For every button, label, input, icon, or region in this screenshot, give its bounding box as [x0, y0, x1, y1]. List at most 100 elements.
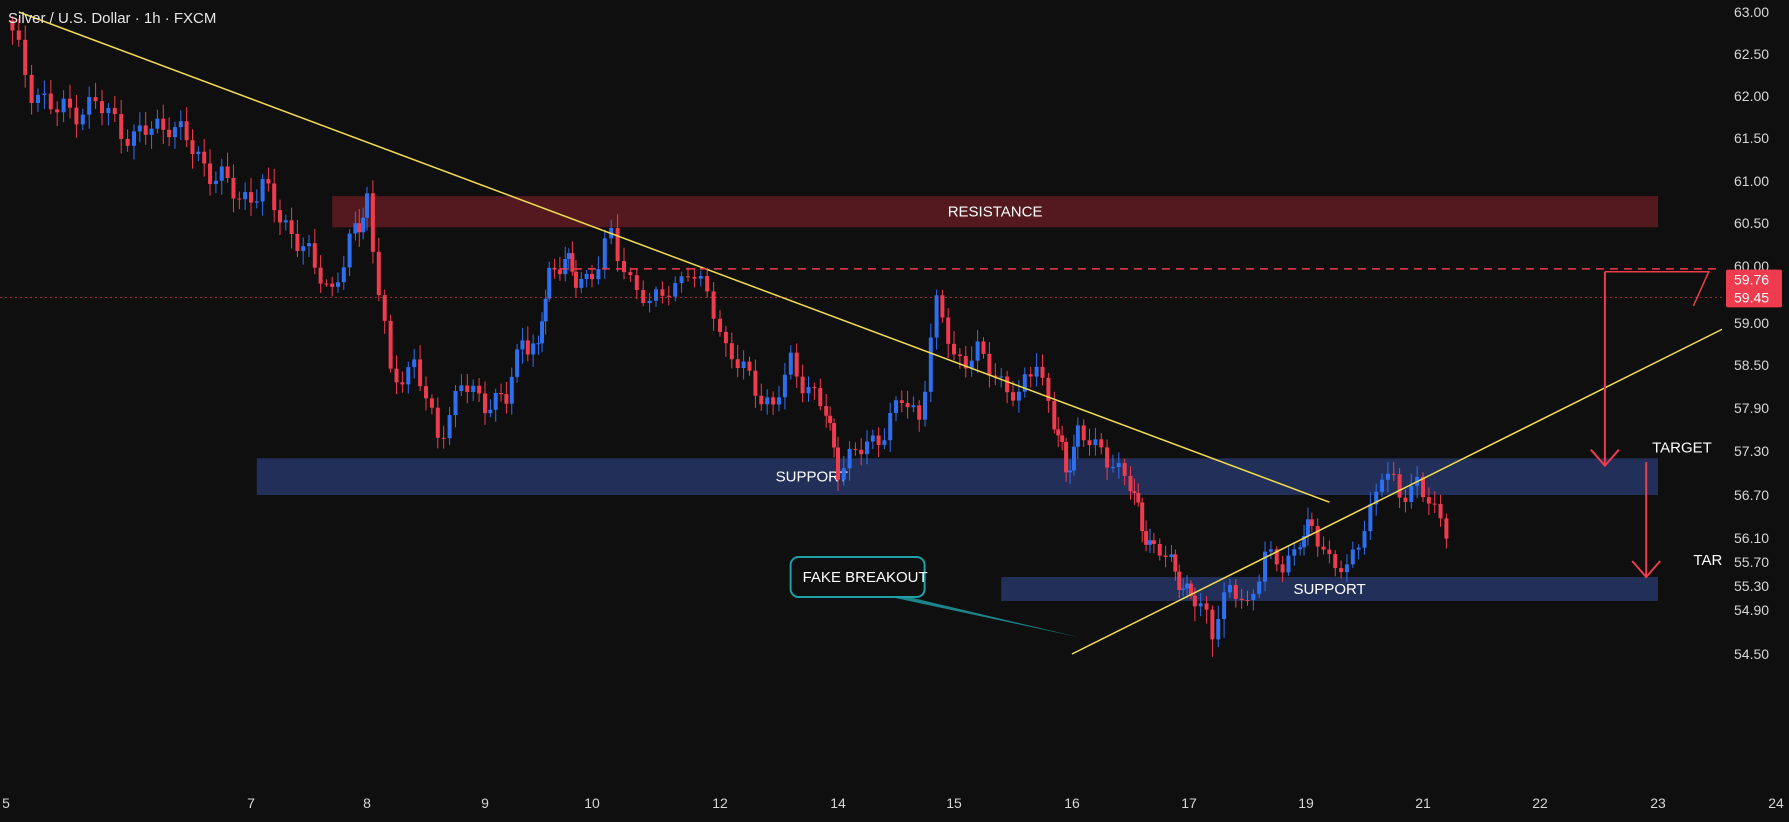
candle-body [1116, 463, 1121, 468]
candle-body [100, 101, 104, 114]
candle-body [48, 93, 53, 110]
candle-body [1163, 555, 1168, 558]
candle-body [543, 298, 548, 322]
candle-body [771, 397, 776, 405]
x-tick-label: 19 [1298, 795, 1314, 811]
candle-body [1144, 531, 1149, 545]
candle-body [370, 193, 375, 252]
candle-body [178, 121, 183, 128]
candle-body [777, 397, 781, 405]
candle-body [641, 289, 646, 304]
candle-body [36, 94, 40, 104]
candle-body [412, 359, 417, 368]
candle-body [782, 374, 787, 398]
y-tick-label: 56.10 [1734, 530, 1769, 546]
candle-body [1391, 473, 1396, 475]
candle-body [692, 277, 697, 279]
candle-body [225, 166, 230, 178]
candle-body [1028, 374, 1033, 377]
candle-body [1280, 564, 1285, 573]
candle-body [557, 269, 562, 275]
candle-body [1071, 446, 1076, 471]
candle-body [106, 107, 111, 114]
candle-body [341, 267, 346, 283]
y-tick-label: 58.50 [1734, 357, 1769, 373]
candle-body [283, 220, 288, 223]
x-axis-bg [0, 792, 1789, 822]
candle-body [1011, 392, 1015, 401]
x-tick-label: 17 [1181, 795, 1197, 811]
candle-body [1315, 525, 1320, 547]
candle-body [647, 300, 652, 304]
candle-body [1046, 377, 1051, 401]
candle-body [1099, 439, 1104, 448]
candle-body [686, 276, 690, 278]
x-tick-label: 16 [1064, 795, 1080, 811]
candle-body [1177, 571, 1182, 590]
x-tick-label: 8 [363, 795, 371, 811]
candle-body [74, 107, 79, 125]
y-tick-label: 55.30 [1734, 578, 1769, 594]
y-tick-label: 63.00 [1734, 4, 1769, 20]
candle-body [1093, 439, 1098, 446]
candle-body [1157, 543, 1162, 556]
candle-body [499, 393, 504, 395]
candle-body [42, 93, 47, 95]
candle-body [509, 376, 514, 404]
x-tick-label: 9 [481, 795, 489, 811]
price-label-bg-0 [1726, 269, 1782, 290]
candle-body [435, 407, 440, 438]
y-tick-label: 60.50 [1734, 215, 1769, 231]
candle-body [278, 210, 282, 223]
candle-body [61, 98, 66, 113]
candle-body [899, 400, 904, 403]
candle-body [531, 343, 536, 355]
candle-body [1362, 531, 1367, 548]
candle-body [1257, 581, 1262, 594]
candle-body [382, 295, 387, 321]
x-tick-label: 15 [946, 795, 962, 811]
zone-2 [1001, 577, 1658, 601]
candle-body [1148, 540, 1152, 545]
candle-body [1005, 376, 1010, 393]
candle-body [1060, 435, 1065, 442]
candle-body [870, 435, 875, 442]
candle-body [1327, 549, 1332, 555]
y-tick-label: 62.00 [1734, 88, 1769, 104]
candle-body [55, 109, 60, 113]
x-tick-label: 14 [830, 795, 846, 811]
candle-body [1321, 546, 1326, 550]
candle-body [1087, 440, 1092, 446]
candle-body [865, 441, 869, 455]
candle-body [1075, 425, 1080, 447]
candle-body [759, 395, 764, 405]
candle-body [563, 259, 568, 275]
price-label-bg-1 [1726, 287, 1782, 308]
candle-body [1344, 564, 1349, 573]
projection-path [1604, 270, 1710, 307]
candle-body [876, 435, 881, 445]
candle-body [459, 385, 464, 391]
zone-1 [256, 458, 1658, 495]
candle-body [882, 440, 887, 445]
candle-body [515, 349, 520, 377]
y-tick-label: 61.00 [1734, 173, 1769, 189]
candle-body [917, 405, 922, 420]
candle-body [1110, 467, 1115, 469]
candle-body [237, 198, 242, 200]
candle-body [361, 217, 366, 233]
candle-body [119, 114, 124, 139]
candle-body [723, 331, 728, 344]
candle-body [584, 273, 589, 279]
candle-body [330, 283, 335, 287]
candle-body [1128, 475, 1133, 492]
candle-body [272, 183, 277, 211]
candle-body [894, 400, 898, 414]
candle-body [741, 361, 746, 369]
candle-body [1409, 485, 1414, 502]
candle-body [923, 391, 927, 420]
candle-body [952, 343, 956, 355]
fake-breakout-pointer [890, 597, 1081, 638]
candle-body [400, 382, 405, 385]
